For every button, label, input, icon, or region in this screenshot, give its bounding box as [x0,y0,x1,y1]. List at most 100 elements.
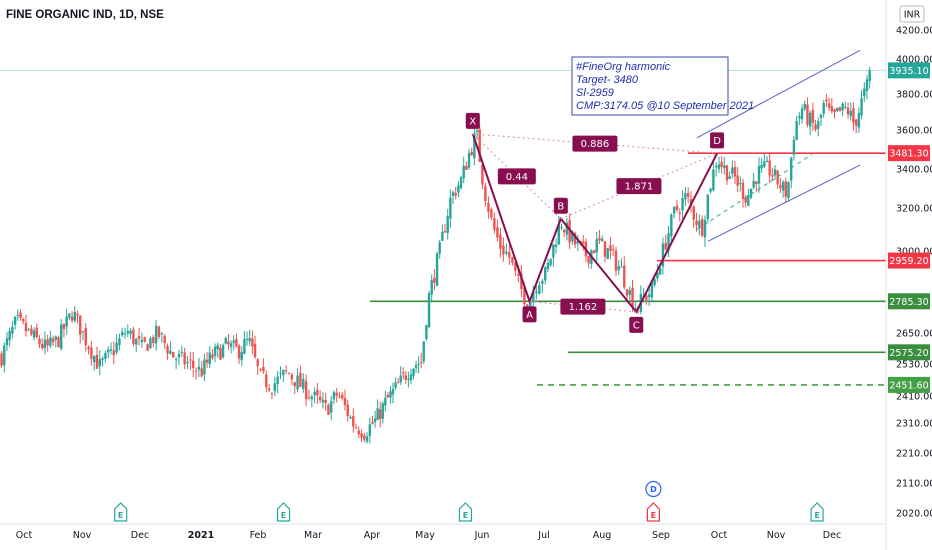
candle [35,323,39,339]
candle [844,101,847,110]
candle [197,357,201,378]
candle [273,376,276,396]
candle [490,207,493,221]
candle [368,417,372,444]
candle [0,350,3,368]
candle [376,399,379,421]
candle [723,157,726,175]
dividend-marker[interactable]: D [645,480,662,498]
currency-badge[interactable]: INR [899,5,925,23]
svg-text:E: E [118,511,123,520]
candle [725,164,729,185]
earnings-marker[interactable]: E [276,502,291,522]
candle [219,343,222,360]
candle [137,327,141,346]
harmonic-point-b[interactable]: B [553,197,568,214]
candle [430,274,433,302]
candle [70,311,74,323]
candle [412,368,415,380]
candle [849,102,852,121]
events-layer: E E E E D E [114,480,824,522]
candle [5,331,9,352]
candle [24,314,28,337]
harmonic-ratio-label: 1.871 [616,178,662,195]
candle [229,340,233,354]
candle [581,234,585,251]
candle [736,166,739,193]
candles-layer [0,66,871,444]
price-level-label: 3935.10 [889,66,928,77]
harmonic-pattern-layer: 0.886 0.44 1.871 1.162 X A B C D [465,112,725,333]
candle [755,180,758,193]
candle [625,288,629,300]
candle [349,415,352,420]
price-level-label: 3481.30 [889,149,928,160]
harmonic-point-x[interactable]: X [465,112,480,129]
price-level-badge[interactable]: 2451.60 [888,376,930,393]
earnings-marker[interactable]: E [810,502,824,522]
price-level-badge[interactable]: 2785.30 [888,293,930,310]
candle [394,377,397,390]
candle [868,66,871,89]
x-tick-label: Jul [537,530,549,541]
candle [838,107,842,112]
candle [143,336,146,343]
candle [800,104,804,124]
candle [822,99,825,118]
harmonic-point-c[interactable]: C [629,316,644,333]
price-level-badge[interactable]: 3481.30 [888,145,930,162]
candle [728,171,731,180]
candle [709,187,712,194]
candle [576,234,579,251]
candle [335,387,338,403]
y-tick-label: 3400.00 [896,165,932,176]
price-level-badge[interactable]: 2959.20 [888,252,930,269]
candle [499,227,502,258]
candle [92,355,96,371]
candle [741,178,745,208]
harmonic-legs[interactable] [471,133,718,314]
harmonic-point-d[interactable]: D [710,132,725,149]
candle [60,319,63,351]
channel-upper-line[interactable] [696,49,861,139]
candle [776,170,779,189]
channel-layer [696,49,861,242]
candle [399,366,402,385]
harmonic-point-a[interactable]: A [522,306,537,323]
harmonic-ratio-label: 1.162 [560,298,606,315]
price-level-badge[interactable]: 3935.10 [888,62,930,79]
candle [656,264,659,282]
x-tick-label: Sep [652,530,670,541]
candle [698,214,701,236]
candle [166,343,169,360]
svg-text:B: B [557,201,564,212]
candle [129,328,132,340]
candle [425,324,428,342]
candle [795,115,798,141]
candle [511,256,514,266]
channel-lower-line[interactable] [707,164,861,242]
x-tick-label: Nov [767,530,786,541]
candle [245,331,249,346]
candle [299,365,302,388]
price-level-badge[interactable]: 2575.20 [888,344,930,361]
candle [189,351,192,370]
svg-text:E: E [651,511,656,520]
candle [563,228,566,238]
candle [830,97,834,114]
candle [160,331,164,343]
candle [449,189,452,229]
svg-text:D: D [713,136,721,147]
candle [612,244,615,256]
earnings-marker[interactable]: E [646,502,660,522]
svg-text:D: D [650,485,657,494]
candle [689,191,693,213]
earnings-marker[interactable]: E [114,502,128,522]
candle [733,160,737,185]
earnings-marker[interactable]: E [458,502,473,522]
harmonic-ratio-label: 0.44 [497,168,536,185]
price-level-label: 2785.30 [889,297,928,308]
